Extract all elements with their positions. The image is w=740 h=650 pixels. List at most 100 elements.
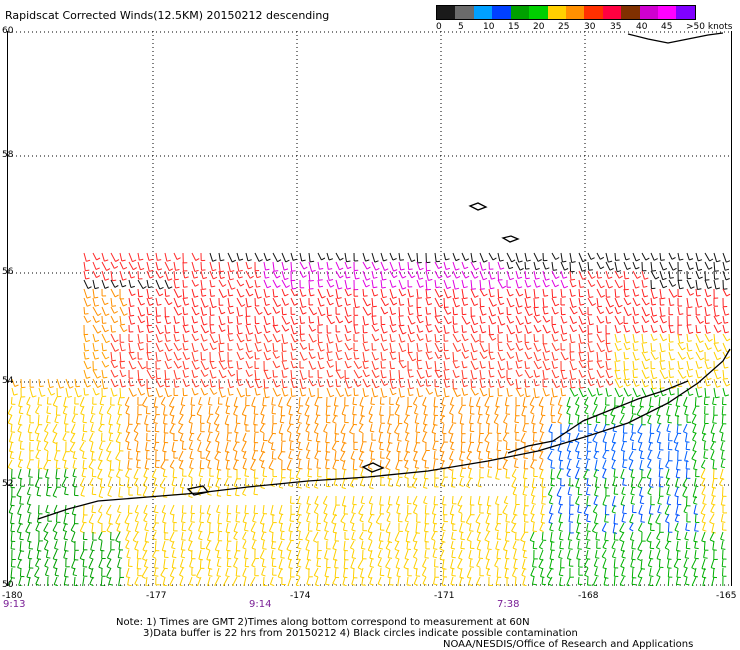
wind-barb xyxy=(27,423,31,433)
wind-barb-feather xyxy=(364,395,369,398)
wind-barb-feather xyxy=(487,512,492,515)
wind-barb-feather xyxy=(320,304,325,307)
wind-barb xyxy=(395,495,400,505)
wind-barb xyxy=(614,261,618,272)
wind-barb xyxy=(460,432,463,443)
wind-barb xyxy=(254,279,257,288)
wind-barb-feather xyxy=(340,520,345,524)
wind-barb xyxy=(465,513,472,523)
wind-barb xyxy=(674,522,679,531)
wind-barb xyxy=(290,360,294,369)
wind-barb-feather xyxy=(167,394,172,398)
wind-barb xyxy=(614,252,617,261)
wind-barb xyxy=(514,459,517,467)
wind-barb-feather xyxy=(653,330,658,333)
wind-barb xyxy=(46,450,49,461)
wind-barb-feather xyxy=(530,448,535,452)
wind-barb-feather xyxy=(392,258,397,261)
wind-barb-feather xyxy=(438,320,443,324)
wind-barb-feather xyxy=(213,276,218,280)
wind-barb-feather xyxy=(518,374,523,377)
wind-barb-feather xyxy=(266,258,271,262)
wind-barb-feather xyxy=(185,384,190,388)
wind-barb xyxy=(307,468,310,477)
wind-barb-feather xyxy=(242,457,248,460)
wind-barb-feather xyxy=(14,384,19,387)
wind-barb-feather xyxy=(52,441,57,445)
wind-barb xyxy=(647,486,652,494)
wind-barb-feather xyxy=(555,375,560,379)
wind-barb xyxy=(306,504,310,513)
wind-barb xyxy=(188,414,193,423)
wind-barb xyxy=(101,306,107,316)
wind-barb xyxy=(470,261,476,271)
wind-barb xyxy=(82,540,85,550)
wind-barb xyxy=(326,360,331,368)
wind-barb xyxy=(218,288,224,298)
wind-barb xyxy=(676,531,679,540)
wind-barb xyxy=(236,306,240,317)
wind-barb xyxy=(658,396,661,407)
wind-barb-feather xyxy=(463,385,468,388)
wind-barb-feather xyxy=(543,306,548,308)
wind-barb xyxy=(270,441,274,450)
wind-barb xyxy=(232,459,238,469)
wind-barb-feather xyxy=(466,539,472,542)
wind-barb-feather xyxy=(388,503,393,506)
wind-barb xyxy=(470,378,473,388)
wind-barb-feather xyxy=(427,351,433,354)
wind-barb xyxy=(360,477,364,485)
wind-barb xyxy=(118,540,121,550)
wind-barb-feather xyxy=(163,496,168,498)
wind-barb xyxy=(441,531,445,542)
wind-barb xyxy=(335,261,340,271)
wind-barb xyxy=(389,261,394,272)
wind-barb xyxy=(227,333,231,342)
wind-barb-feather xyxy=(27,503,32,506)
wind-barb xyxy=(407,504,409,514)
wind-barb xyxy=(342,468,346,479)
wind-barb xyxy=(110,360,115,368)
wind-barb-feather xyxy=(645,376,650,379)
wind-barb-feather xyxy=(402,365,407,369)
wind-barb xyxy=(476,540,481,550)
wind-barb xyxy=(668,279,673,287)
wind-barb xyxy=(569,252,573,263)
wind-barb xyxy=(568,540,571,549)
wind-barb-feather xyxy=(653,377,658,380)
wind-barb xyxy=(271,396,274,405)
wind-barb-feather xyxy=(550,484,555,487)
wind-barb xyxy=(605,252,609,263)
wind-barb xyxy=(620,468,625,478)
wind-barb xyxy=(146,387,150,397)
wind-barb xyxy=(272,324,278,333)
wind-barb xyxy=(422,432,427,442)
wind-barb xyxy=(713,306,716,317)
wind-barb-map[interactable] xyxy=(7,31,732,586)
wind-barb xyxy=(407,378,411,389)
wind-barb xyxy=(657,414,661,423)
wind-barb-feather xyxy=(252,520,257,523)
wind-barb-feather xyxy=(635,358,640,361)
wind-barb xyxy=(99,477,103,487)
wind-barb xyxy=(252,531,256,540)
wind-barb xyxy=(475,513,481,523)
wind-barb-feather xyxy=(368,413,373,416)
wind-barb-feather xyxy=(628,458,633,461)
wind-barb-feather xyxy=(490,287,495,290)
wind-barb-feather xyxy=(709,521,714,525)
wind-barb xyxy=(34,477,40,487)
wind-barb xyxy=(431,504,436,514)
wind-barb xyxy=(171,414,175,424)
wind-barb xyxy=(542,288,545,297)
wind-barb xyxy=(305,540,310,550)
wind-barb-feather xyxy=(548,494,553,497)
wind-barb-feather xyxy=(43,468,48,471)
wind-barb-feather xyxy=(640,502,645,505)
wind-barb-feather xyxy=(394,413,399,417)
wind-barb xyxy=(520,531,526,541)
wind-barb xyxy=(295,468,301,478)
wind-barb xyxy=(612,522,616,533)
wind-barb-feather xyxy=(147,313,153,316)
wind-barb-feather xyxy=(502,439,508,443)
